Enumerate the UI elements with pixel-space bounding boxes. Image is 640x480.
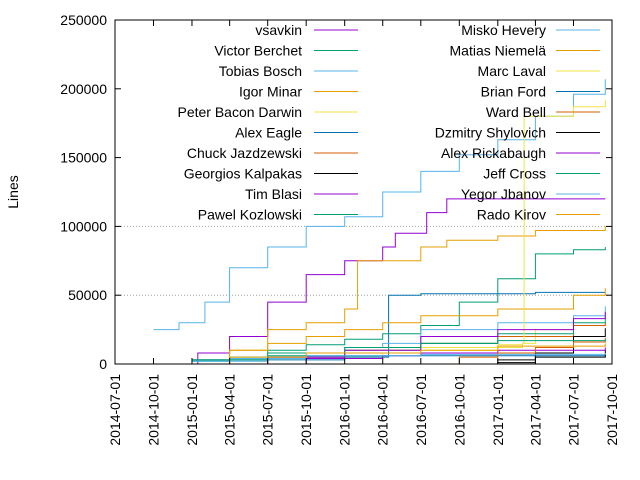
legend-label: Misko Hevery <box>461 22 546 38</box>
y-axis-ticks: 0 50000 100000 150000 200000 250000 <box>60 12 612 372</box>
legend-label: Marc Laval <box>478 63 546 79</box>
legend-label: Brian Ford <box>481 84 546 100</box>
plot-frame <box>114 19 613 365</box>
y-tick-label: 200000 <box>60 81 107 97</box>
x-tick-label: 2017-10-01 <box>604 374 620 446</box>
gridlines <box>115 225 612 296</box>
legend: vsavkin Victor Berchet Tobias Bosch Igor Mi… <box>177 22 600 223</box>
y-tick-label: 150000 <box>60 150 107 166</box>
x-tick-label: 2016-10-01 <box>451 374 467 446</box>
legend-label: Tim Blasi <box>245 186 302 202</box>
legend-label: vsavkin <box>255 22 302 38</box>
y-tick-label: 0 <box>99 356 107 372</box>
series-line <box>153 288 606 365</box>
legend-label: Chuck Jazdzewski <box>187 145 302 161</box>
y-axis-label: Lines <box>5 175 21 208</box>
y-tick-label: 50000 <box>68 287 107 303</box>
x-tick-label: 2017-04-01 <box>527 374 543 446</box>
legend-label: Alex Eagle <box>235 125 302 141</box>
legend-label: Victor Berchet <box>214 43 302 59</box>
series-line <box>153 79 606 331</box>
legend-label: Ward Bell <box>486 104 546 120</box>
x-tick-label: 2017-01-01 <box>490 374 506 446</box>
x-tick-label: 2016-04-01 <box>375 374 391 446</box>
legend-label: Matias Niemelä <box>450 43 547 59</box>
x-tick-label: 2014-10-01 <box>145 374 161 446</box>
x-axis-ticks: 2014-07-01 2014-10-01 2015-01-01 2015-04-01… <box>107 20 620 446</box>
legend-label: Tobias Bosch <box>219 63 302 79</box>
y-tick-label: 250000 <box>60 12 107 28</box>
legend-label: Georgios Kalpakas <box>184 166 302 182</box>
x-tick-label: 2015-01-01 <box>184 374 200 446</box>
legend-label: Jeff Cross <box>483 166 546 182</box>
y-tick-label: 100000 <box>60 218 107 234</box>
series-line <box>179 353 606 365</box>
legend-label: Alex Rickabaugh <box>441 145 546 161</box>
x-tick-label: 2015-04-01 <box>222 374 238 446</box>
x-tick-label: 2016-01-01 <box>337 374 353 446</box>
series-line <box>153 339 606 365</box>
legend-label: Peter Bacon Darwin <box>177 104 302 120</box>
series-line <box>484 350 606 365</box>
legend-label: Yegor Jbanov <box>461 186 546 202</box>
x-tick-label: 2015-10-01 <box>298 374 314 446</box>
x-tick-label: 2016-07-01 <box>413 374 429 446</box>
legend-label: Pawel Kozlowski <box>198 207 302 223</box>
x-tick-label: 2017-07-01 <box>566 374 582 446</box>
x-tick-label: 2014-07-01 <box>107 374 123 446</box>
legend-label: Rado Kirov <box>477 207 546 223</box>
legend-label: Igor Minar <box>239 84 302 100</box>
legend-label: Dzmitry Shylovich <box>435 125 546 141</box>
x-tick-label: 2015-07-01 <box>260 374 276 446</box>
